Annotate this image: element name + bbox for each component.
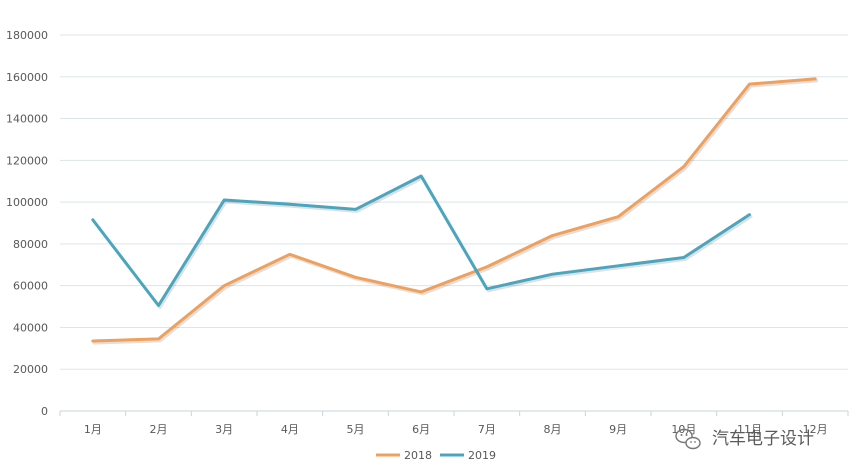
y-tick-label: 60000 xyxy=(13,280,48,293)
x-tick-label: 11月 xyxy=(737,423,762,436)
y-axis-ticks: 0 20000 40000 60000 80000 100000 120000 140000 1… xyxy=(6,29,48,418)
legend-label: 2018 xyxy=(404,449,432,462)
y-tick-label: 120000 xyxy=(6,154,48,167)
series-lines xyxy=(91,77,819,345)
y-tick-label: 140000 xyxy=(6,113,48,126)
watermark-text: 汽车电子设计 xyxy=(712,429,814,449)
series-line-2018 xyxy=(91,77,817,343)
y-tick-label: 180000 xyxy=(6,29,48,42)
x-tick-label: 7月 xyxy=(478,423,496,436)
y-tick-label: 20000 xyxy=(13,363,48,376)
x-tick-label: 6月 xyxy=(412,423,430,436)
x-tick-label: 4月 xyxy=(281,423,299,436)
grid-lines xyxy=(60,34,848,370)
x-tick-label: 2月 xyxy=(150,423,168,436)
x-tick-label: 12月 xyxy=(803,423,828,436)
x-tick-label: 9月 xyxy=(609,423,627,436)
x-tick-label: 5月 xyxy=(347,423,365,436)
legend: 2018 2019 xyxy=(376,449,496,462)
series-shadow xyxy=(92,176,753,310)
y-tick-label: 40000 xyxy=(13,321,48,334)
y-tick-label: 100000 xyxy=(6,196,48,209)
y-tick-label: 160000 xyxy=(6,71,48,84)
watermark: 汽车电子设计 xyxy=(675,428,814,450)
y-tick-label: 0 xyxy=(41,405,48,418)
series-shadow xyxy=(92,79,819,345)
series-line-2019 xyxy=(91,174,751,308)
x-axis: 1月 2月 3月 4月 5月 6月 7月 8月 9月 10月 11月 12月 xyxy=(59,410,849,436)
x-tick-label: 8月 xyxy=(544,423,562,436)
x-tick-label: 3月 xyxy=(215,423,233,436)
x-tick-label: 1月 xyxy=(84,423,102,436)
y-tick-label: 80000 xyxy=(13,238,48,251)
legend-label: 2019 xyxy=(468,449,496,462)
wechat-icon xyxy=(675,428,701,450)
